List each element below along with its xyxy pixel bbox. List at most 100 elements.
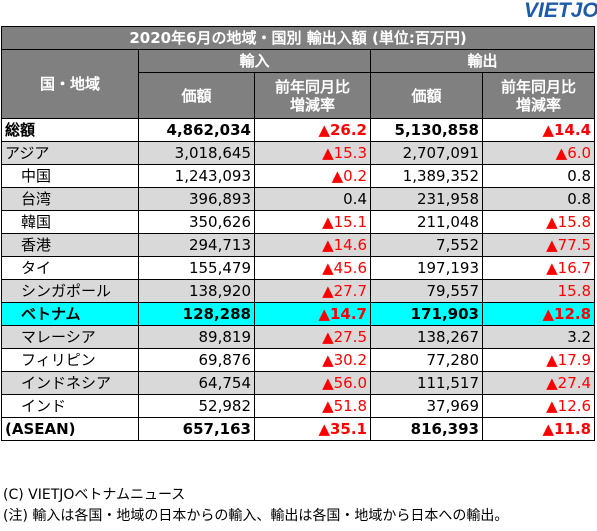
- table-row: (ASEAN) 657,163 ▲35.1 816,393 ▲11.8: [1, 417, 596, 441]
- region-name: インド: [1, 394, 139, 418]
- table-row: インド 52,982 ▲51.8 37,969 ▲12.6: [1, 394, 596, 418]
- import-change-header: 前年同月比 増減率: [254, 72, 371, 119]
- export-value: 171,903: [370, 302, 483, 326]
- region-name: 中国: [1, 164, 139, 188]
- table-row: アジア 3,018,645 ▲15.3 2,707,091 ▲6.0: [1, 141, 596, 165]
- export-change-header-line1: 前年同月比: [501, 77, 577, 96]
- export-value: 111,517: [370, 371, 483, 395]
- import-value: 128,288: [138, 302, 255, 326]
- import-value: 89,819: [138, 325, 255, 349]
- import-change: ▲35.1: [254, 417, 371, 441]
- export-header: 輸出: [369, 49, 596, 73]
- region-name: 台湾: [1, 187, 139, 211]
- import-value: 64,754: [138, 371, 255, 395]
- export-change-header: 前年同月比 増減率: [481, 72, 596, 119]
- export-change: 3.2: [481, 325, 596, 349]
- table-body: 総額 4,862,034 ▲26.2 5,130,858 ▲14.4 アジア 3,018,6…: [1, 118, 596, 441]
- region-name: インドネシア: [1, 371, 139, 395]
- table-row: 中国 1,243,093 ▲0.2 1,389,352 0.8: [1, 164, 596, 188]
- import-value: 294,713: [138, 233, 255, 257]
- export-value: 211,048: [370, 210, 483, 234]
- import-change: ▲45.6: [254, 256, 371, 280]
- table-row: ベトナム 128,288 ▲14.7 171,903 ▲12.8: [1, 302, 596, 326]
- import-change: ▲14.7: [254, 302, 371, 326]
- region-name: 香港: [1, 233, 139, 257]
- export-value: 231,958: [370, 187, 483, 211]
- import-change: ▲15.1: [254, 210, 371, 234]
- region-name: (ASEAN): [1, 417, 139, 441]
- region-name: 韓国: [1, 210, 139, 234]
- export-change: ▲27.4: [481, 371, 596, 395]
- import-value: 4,862,034: [138, 118, 255, 142]
- trade-table-container: 2020年6月の地域・国別 輸出入額 (単位:百万円) 国・地域 輸入 輸出 価…: [0, 26, 596, 441]
- import-change: ▲51.8: [254, 394, 371, 418]
- export-value: 37,969: [370, 394, 483, 418]
- source-note: (C) VIETJOベトナムニュース: [3, 487, 186, 503]
- explanation-note: (注) 輸入は各国・地域の日本からの輸入、輸出は各国・地域から日本への輸出。: [3, 508, 509, 524]
- table-row: 韓国 350,626 ▲15.1 211,048 ▲15.8: [1, 210, 596, 234]
- import-change: ▲30.2: [254, 348, 371, 372]
- import-change: ▲15.3: [254, 141, 371, 165]
- import-value: 138,920: [138, 279, 255, 303]
- export-change-header-line2: 増減率: [516, 95, 562, 114]
- region-name: アジア: [1, 141, 139, 165]
- import-value: 52,982: [138, 394, 255, 418]
- import-change: ▲26.2: [254, 118, 371, 142]
- table-row: タイ 155,479 ▲45.6 197,193 ▲16.7: [1, 256, 596, 280]
- import-change: ▲56.0: [254, 371, 371, 395]
- import-change: ▲27.7: [254, 279, 371, 303]
- import-value: 396,893: [138, 187, 255, 211]
- region-name: 総額: [1, 118, 139, 142]
- table-row: 台湾 396,893 0.4 231,958 0.8: [1, 187, 596, 211]
- region-name: フィリピン: [1, 348, 139, 372]
- notes: (C) VIETJOベトナムニュース (注) 輸入は各国・地域の日本からの輸入、…: [3, 485, 597, 527]
- import-value: 3,018,645: [138, 141, 255, 165]
- export-change: ▲17.9: [481, 348, 596, 372]
- table-row: フィリピン 69,876 ▲30.2 77,280 ▲17.9: [1, 348, 596, 372]
- import-value: 350,626: [138, 210, 255, 234]
- export-value: 7,552: [370, 233, 483, 257]
- export-value: 816,393: [370, 417, 483, 441]
- export-change: ▲12.8: [481, 302, 596, 326]
- export-value: 79,557: [370, 279, 483, 303]
- export-value: 77,280: [370, 348, 483, 372]
- export-change: ▲6.0: [481, 141, 596, 165]
- region-name: シンガポール: [1, 279, 139, 303]
- export-change: ▲14.4: [481, 118, 596, 142]
- import-change-header-line1: 前年同月比: [274, 77, 350, 96]
- import-value: 1,243,093: [138, 164, 255, 188]
- region-name: ベトナム: [1, 302, 139, 326]
- import-change: ▲14.6: [254, 233, 371, 257]
- vietjo-logo: VIETJO: [524, 0, 597, 22]
- export-change: ▲77.5: [481, 233, 596, 257]
- export-value: 197,193: [370, 256, 483, 280]
- import-value: 69,876: [138, 348, 255, 372]
- export-change: ▲16.7: [481, 256, 596, 280]
- export-change: 0.8: [481, 164, 596, 188]
- export-value: 2,707,091: [370, 141, 483, 165]
- table-row: インドネシア 64,754 ▲56.0 111,517 ▲27.4: [1, 371, 596, 395]
- import-header: 輸入: [138, 49, 371, 73]
- export-value: 1,389,352: [370, 164, 483, 188]
- export-change: ▲12.6: [481, 394, 596, 418]
- import-change-header-line2: 増減率: [289, 95, 335, 114]
- import-change: ▲27.5: [254, 325, 371, 349]
- export-change: ▲11.8: [481, 417, 596, 441]
- import-value: 155,479: [138, 256, 255, 280]
- import-value-header: 価額: [138, 72, 255, 119]
- import-change: ▲0.2: [254, 164, 371, 188]
- table-row: 香港 294,713 ▲14.6 7,552 ▲77.5: [1, 233, 596, 257]
- table-row: マレーシア 89,819 ▲27.5 138,267 3.2: [1, 325, 596, 349]
- table-row: シンガポール 138,920 ▲27.7 79,557 15.8: [1, 279, 596, 303]
- table-row: 総額 4,862,034 ▲26.2 5,130,858 ▲14.4: [1, 118, 596, 142]
- import-value: 657,163: [138, 417, 255, 441]
- import-change: 0.4: [254, 187, 371, 211]
- export-change: 0.8: [481, 187, 596, 211]
- region-name: タイ: [1, 256, 139, 280]
- export-value-header: 価額: [370, 72, 483, 119]
- export-value: 5,130,858: [370, 118, 483, 142]
- trade-table: 2020年6月の地域・国別 輸出入額 (単位:百万円) 国・地域 輸入 輸出 価…: [0, 26, 596, 441]
- region-name: マレーシア: [1, 325, 139, 349]
- table-title: 2020年6月の地域・国別 輸出入額 (単位:百万円): [0, 26, 596, 50]
- region-header: 国・地域: [1, 49, 139, 119]
